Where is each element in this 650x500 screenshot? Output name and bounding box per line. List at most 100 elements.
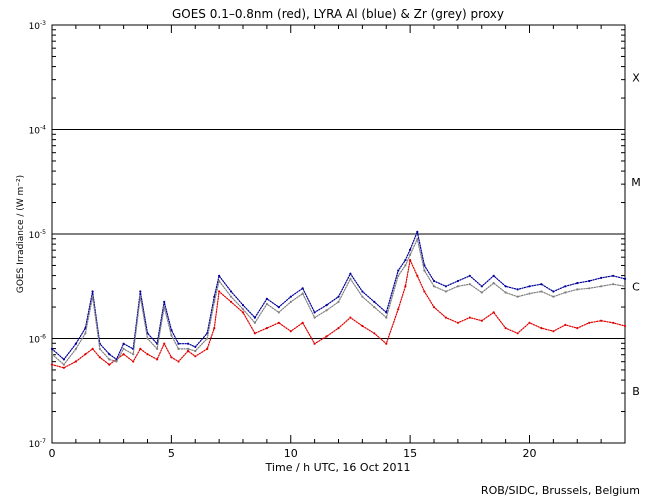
data-point: [409, 248, 412, 251]
data-point: [277, 321, 280, 324]
class-label: X: [632, 71, 640, 84]
data-point: [170, 329, 173, 332]
data-point: [540, 327, 543, 330]
data-point: [62, 363, 65, 366]
data-point: [588, 321, 591, 324]
data-point: [187, 347, 190, 350]
data-point: [108, 353, 111, 356]
y-tick-labels: 10-7 10-6 10-5 10-4 10-3: [29, 20, 47, 450]
data-point: [504, 327, 507, 330]
data-point: [564, 285, 567, 288]
data-point: [600, 276, 603, 279]
data-point: [564, 291, 567, 294]
data-point: [74, 347, 77, 350]
data-point: [504, 285, 507, 288]
data-point: [62, 358, 65, 361]
data-point: [397, 274, 400, 277]
y-tick-label: 10-7: [29, 438, 47, 450]
data-point: [132, 353, 135, 356]
data-point: [289, 330, 292, 333]
class-label: C: [632, 280, 640, 293]
data-point: [432, 285, 436, 288]
data-point: [576, 282, 579, 285]
data-point: [385, 342, 388, 345]
data-point: [301, 292, 304, 295]
data-point: [423, 290, 426, 293]
data-point: [480, 319, 483, 322]
data-point: [373, 332, 376, 335]
data-point: [361, 290, 364, 293]
data-point: [146, 353, 149, 356]
data-point: [423, 264, 426, 267]
data-point: [349, 272, 352, 275]
data-point: [623, 285, 627, 288]
data-point: [337, 295, 340, 298]
data-point: [373, 300, 376, 303]
data-point: [416, 238, 419, 241]
data-point: [564, 323, 567, 326]
y-tick-label: 10-5: [29, 229, 47, 241]
data-point: [576, 327, 579, 330]
data-point: [456, 285, 459, 288]
data-point: [98, 347, 101, 350]
data-point: [206, 347, 209, 350]
data-point: [576, 288, 579, 291]
data-point: [187, 342, 190, 345]
data-point: [170, 334, 173, 337]
data-point: [612, 321, 615, 324]
data-point: [241, 308, 245, 311]
data-point: [163, 300, 166, 303]
x-tick-label: 5: [168, 447, 175, 460]
data-point: [349, 316, 352, 319]
data-point: [528, 285, 531, 288]
data-point: [187, 349, 190, 353]
data-point: [385, 316, 388, 319]
data-point: [516, 295, 519, 298]
x-tick-label: 15: [403, 447, 417, 460]
flare-class-labels: X M C B: [631, 71, 641, 398]
data-point: [230, 300, 233, 303]
data-point: [115, 360, 118, 363]
data-point: [194, 349, 197, 353]
data-point: [253, 332, 256, 335]
data-point: [416, 274, 419, 277]
data-point: [325, 304, 328, 307]
data-point: [600, 285, 603, 288]
data-point: [132, 360, 135, 363]
data-point: [74, 342, 77, 345]
data-point: [91, 295, 94, 298]
data-series: [50, 229, 627, 369]
data-point: [409, 253, 412, 256]
data-point: [416, 230, 419, 233]
data-point: [218, 274, 221, 277]
data-point: [528, 321, 531, 324]
data-point: [163, 342, 166, 345]
data-point: [552, 290, 555, 293]
data-point: [600, 319, 603, 322]
data-point: [241, 311, 245, 314]
data-point: [423, 269, 426, 272]
data-point: [170, 356, 173, 359]
data-point: [206, 337, 209, 340]
class-label: M: [631, 176, 641, 189]
data-point: [277, 306, 280, 309]
data-point: [480, 285, 483, 288]
data-point: [313, 342, 316, 345]
data-point: [50, 363, 54, 366]
data-point: [50, 353, 54, 356]
y-axis-label: GOES Irradiance / (W m⁻²): [16, 175, 26, 293]
data-point: [241, 304, 245, 307]
data-point: [156, 358, 159, 361]
data-point: [62, 366, 65, 369]
data-point: [218, 290, 221, 293]
data-point: [313, 316, 316, 319]
data-point: [230, 290, 233, 293]
x-tick-labels: 0 5 10 15 20: [49, 447, 537, 460]
x-tick-label: 0: [49, 447, 56, 460]
data-point: [528, 292, 531, 295]
data-point: [349, 277, 352, 280]
data-point: [84, 332, 87, 335]
data-point: [156, 347, 159, 350]
data-point: [253, 316, 256, 319]
